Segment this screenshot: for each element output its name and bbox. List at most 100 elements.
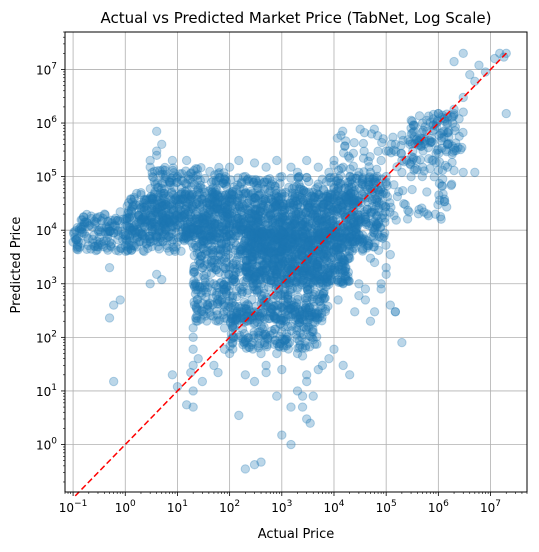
data-point: [245, 221, 255, 231]
data-point: [124, 231, 135, 241]
data-point: [303, 236, 313, 246]
data-point: [406, 157, 417, 167]
data-point: [272, 235, 283, 245]
data-point: [151, 230, 161, 241]
data-point: [449, 108, 459, 119]
data-point: [249, 460, 260, 470]
data-point: [276, 232, 286, 242]
data-point: [129, 233, 140, 244]
data-point: [76, 215, 86, 225]
data-point: [342, 219, 353, 229]
data-point: [376, 155, 386, 166]
data-point: [428, 120, 438, 131]
data-point: [302, 188, 312, 198]
data-point: [230, 225, 241, 235]
data-point: [212, 228, 222, 238]
data-point: [188, 344, 198, 354]
data-point: [287, 246, 297, 256]
data-point: [113, 215, 123, 226]
data-point: [197, 213, 208, 223]
data-point: [157, 183, 167, 194]
data-point: [437, 181, 447, 191]
data-point: [134, 226, 144, 237]
data-point: [335, 170, 346, 181]
data-point: [287, 190, 298, 200]
data-point: [234, 332, 244, 343]
data-point: [114, 246, 124, 256]
data-point: [222, 281, 232, 292]
data-point: [270, 193, 281, 203]
data-point: [356, 217, 367, 227]
data-point: [236, 222, 247, 233]
data-point: [259, 337, 270, 348]
data-point: [80, 217, 90, 228]
data-point: [369, 242, 380, 252]
data-point: [141, 238, 152, 248]
data-point: [97, 240, 107, 250]
data-point: [344, 246, 355, 256]
data-point: [124, 214, 135, 225]
data-point: [458, 107, 468, 117]
data-point: [184, 228, 195, 239]
data-point: [186, 227, 196, 238]
data-point: [247, 294, 257, 305]
data-point: [76, 222, 86, 232]
data-point: [371, 201, 382, 211]
data-point: [108, 227, 119, 238]
data-point: [132, 232, 143, 242]
data-point: [78, 221, 88, 232]
data-point: [225, 221, 235, 231]
data-point: [216, 222, 227, 232]
data-point: [361, 217, 371, 227]
data-point: [178, 234, 189, 244]
data-point: [114, 216, 125, 226]
data-point: [222, 231, 232, 242]
data-point: [217, 228, 228, 239]
data-point: [458, 48, 468, 59]
data-point: [161, 203, 171, 213]
data-point: [209, 279, 219, 289]
data-point: [263, 218, 273, 228]
data-point: [108, 376, 119, 387]
data-point: [168, 221, 179, 231]
data-point: [449, 104, 459, 115]
data-point: [160, 211, 171, 221]
data-point: [373, 218, 384, 229]
data-point: [428, 114, 438, 124]
data-point: [449, 56, 459, 67]
data-point: [188, 242, 199, 253]
data-point: [221, 229, 231, 240]
data-point: [103, 216, 113, 227]
data-point: [225, 302, 236, 313]
data-point: [92, 212, 103, 223]
data-point: [129, 225, 140, 235]
data-point: [251, 217, 261, 228]
data-point: [145, 162, 155, 172]
data-point: [430, 209, 441, 219]
data-point: [147, 224, 158, 235]
data-point: [470, 167, 480, 178]
data-point: [335, 231, 345, 242]
data-point: [68, 237, 78, 247]
data-point: [344, 222, 355, 232]
data-point: [305, 214, 315, 224]
data-point: [333, 195, 344, 206]
data-point: [247, 239, 257, 249]
data-point: [120, 240, 130, 251]
data-point: [183, 202, 193, 212]
data-point: [159, 218, 169, 229]
data-point: [273, 192, 283, 202]
data-point: [357, 233, 367, 244]
data-point: [151, 150, 162, 160]
data-point: [317, 231, 327, 241]
data-point: [163, 216, 174, 226]
data-point: [196, 230, 206, 241]
data-point: [242, 225, 252, 235]
data-point: [356, 234, 366, 244]
data-point: [238, 213, 248, 223]
data-point: [333, 238, 343, 248]
data-point: [293, 172, 303, 183]
data-point: [146, 194, 157, 204]
data-point: [221, 237, 231, 248]
data-point: [253, 261, 263, 271]
